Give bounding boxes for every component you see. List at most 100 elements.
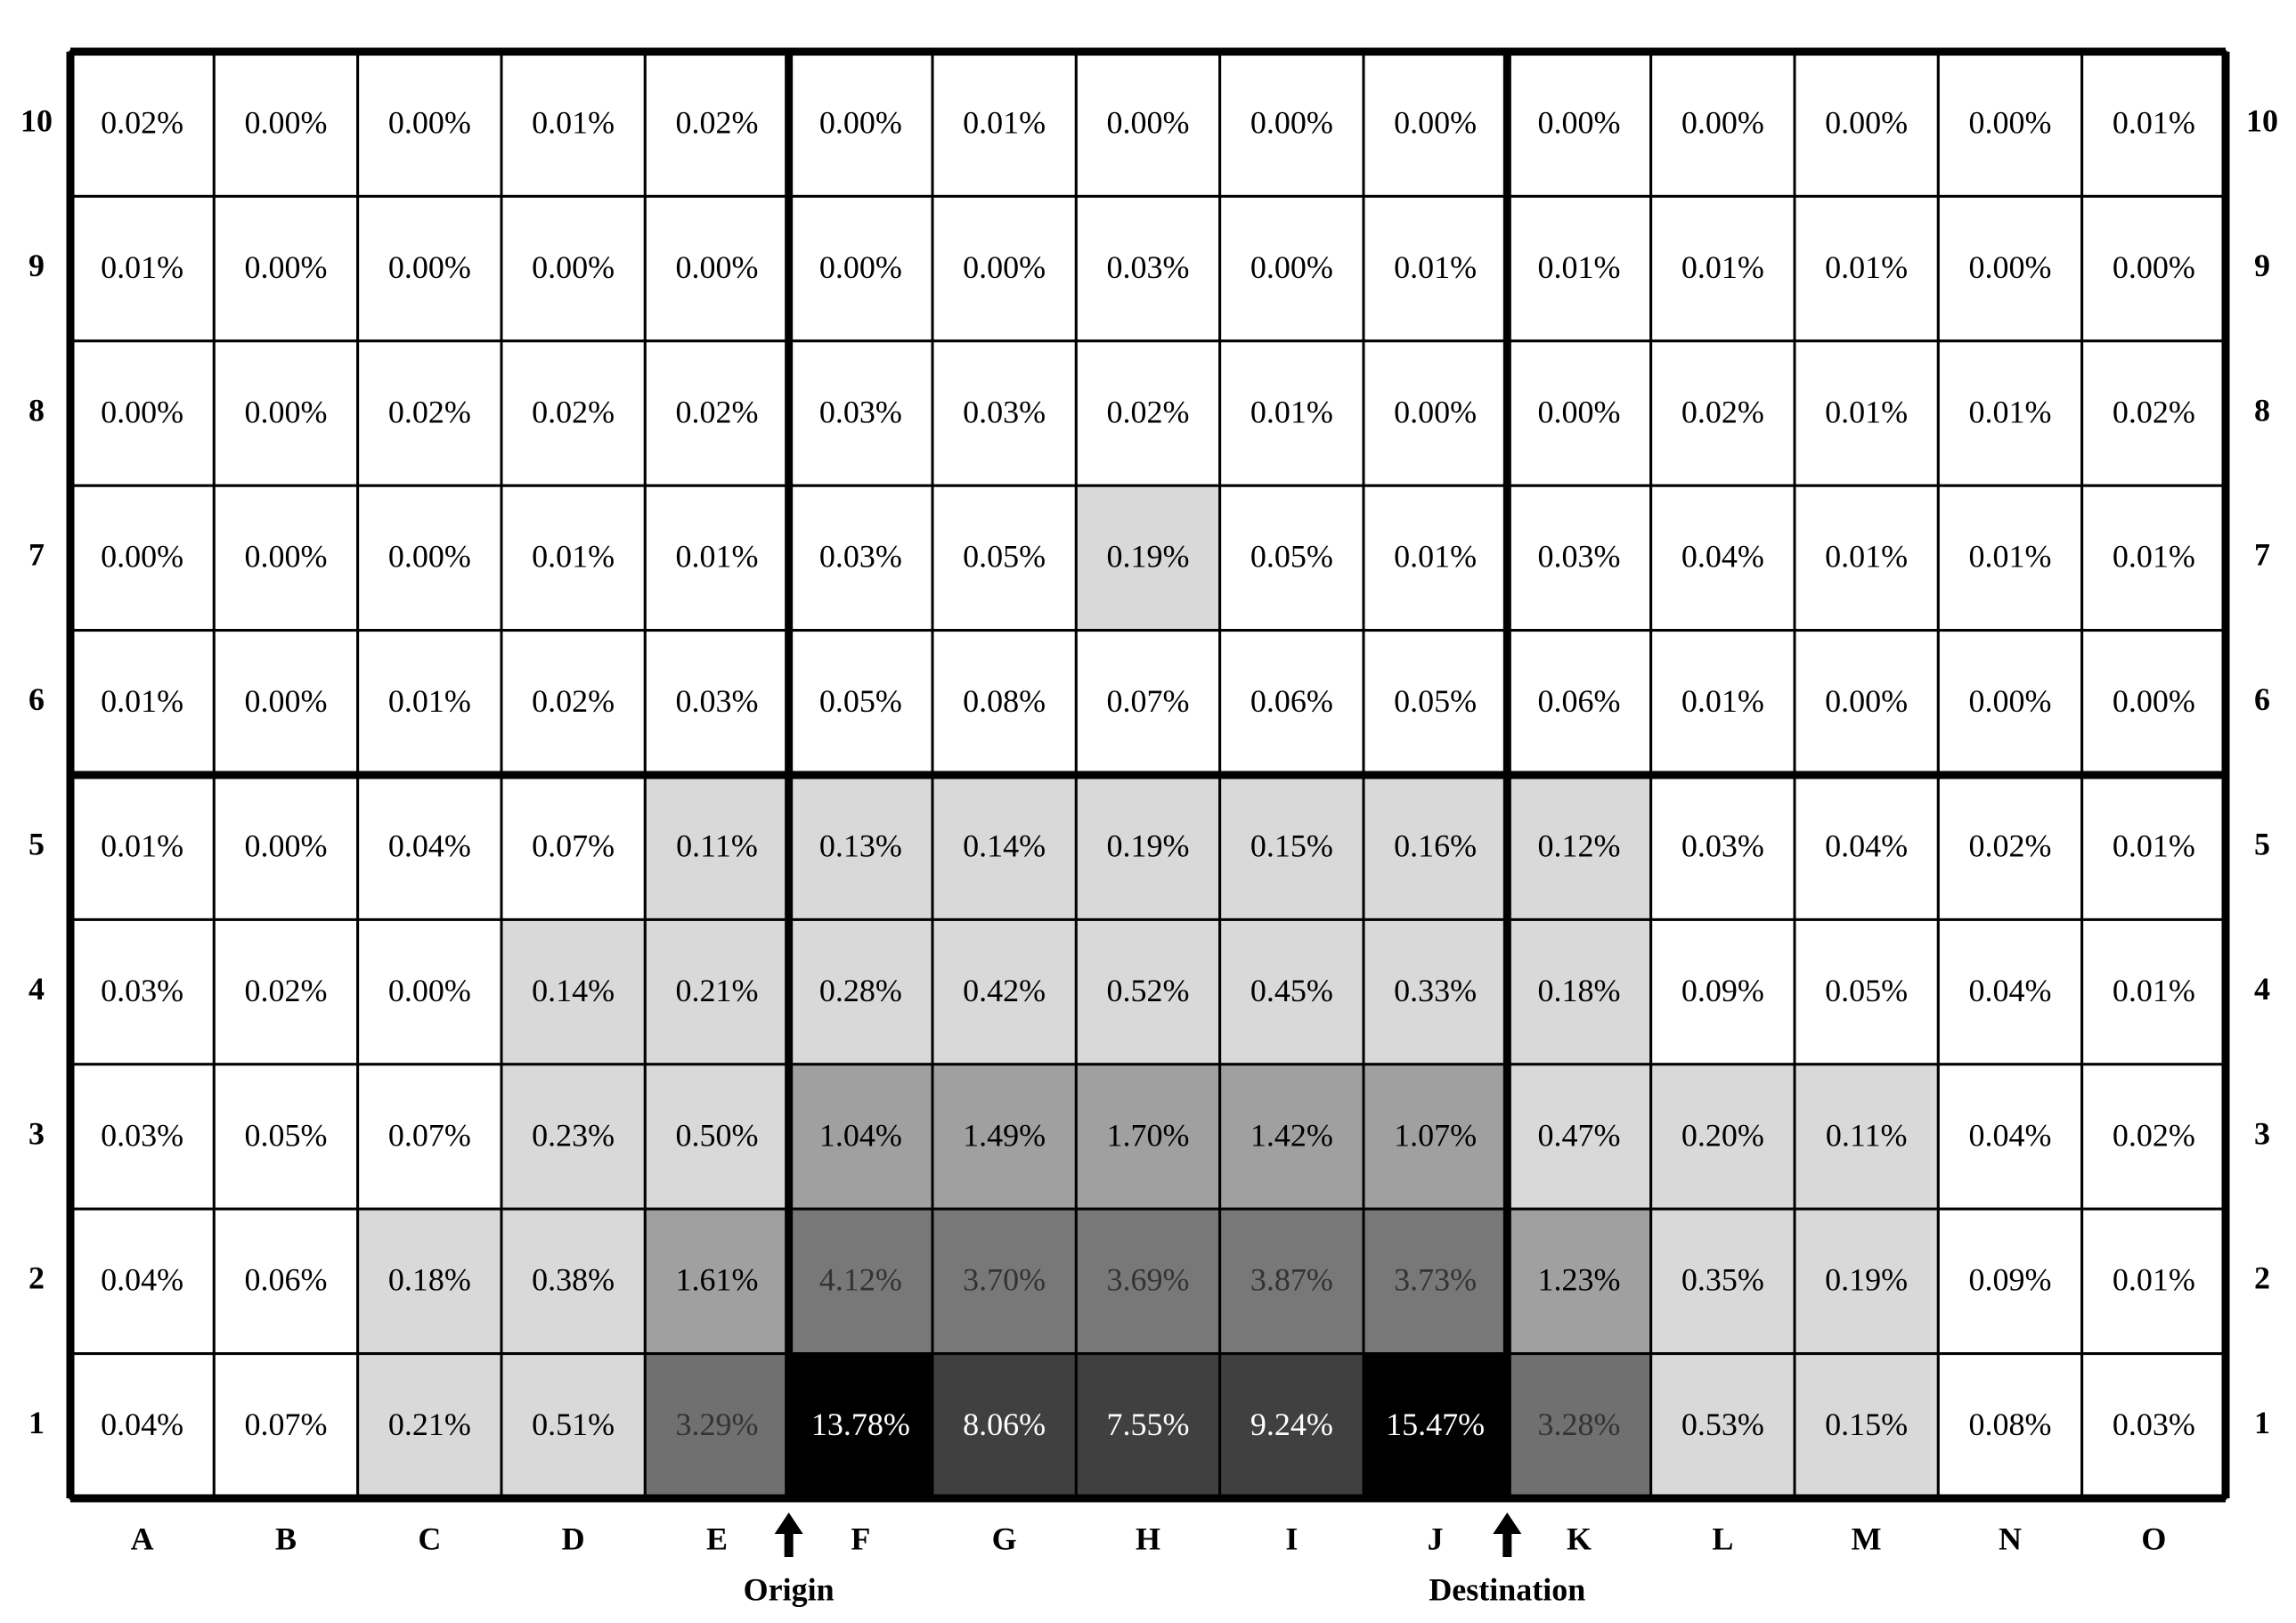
cell-label: 0.00% (1969, 683, 2052, 719)
cell (1074, 773, 1222, 921)
column-label: I (1285, 1521, 1298, 1556)
column-label: L (1712, 1521, 1733, 1556)
cell (1505, 1063, 1653, 1211)
cell-label: 0.13% (819, 828, 902, 863)
cell-label: 0.01% (1394, 249, 1477, 285)
cell-label: 0.01% (963, 104, 1046, 140)
cell (1218, 629, 1365, 777)
cell-label: 0.04% (1681, 539, 1764, 575)
cell-label: 0.07% (532, 828, 615, 863)
cell (1074, 484, 1222, 632)
cell (69, 773, 216, 921)
cell-label: 0.03% (101, 1117, 183, 1153)
cell (1362, 1063, 1509, 1211)
cell-label: 0.01% (101, 828, 183, 863)
cell (356, 194, 503, 343)
cell (1793, 629, 1940, 777)
cell-label: 0.00% (1250, 104, 1333, 140)
cell (643, 918, 791, 1066)
cell-label: 0.08% (963, 683, 1046, 719)
cell-label: 4.12% (819, 1262, 902, 1298)
cell (212, 194, 360, 343)
cell-label: 0.00% (1394, 394, 1477, 429)
cell (1936, 773, 2084, 921)
cell (787, 1207, 934, 1356)
cell-label: 0.00% (1538, 394, 1621, 429)
cell-label: 0.20% (1681, 1117, 1764, 1153)
cell-label: 1.07% (1394, 1117, 1477, 1153)
cell-label: 0.00% (245, 828, 328, 863)
column-label: E (706, 1521, 728, 1556)
cell-label: 0.33% (1394, 973, 1477, 1008)
cell-label: 0.04% (1969, 973, 2052, 1008)
cell-label: 0.01% (532, 539, 615, 575)
cell-label: 0.21% (676, 973, 759, 1008)
cell-label: 0.00% (819, 104, 902, 140)
cell (1218, 773, 1365, 921)
cell-label: 0.00% (101, 539, 183, 575)
column-label: K (1567, 1521, 1592, 1556)
cell (1649, 1352, 1796, 1500)
cell (931, 1352, 1078, 1500)
cell-label: 0.09% (1681, 973, 1764, 1008)
cell (1362, 484, 1509, 632)
column-label: F (851, 1521, 870, 1556)
row-label-right: 2 (2254, 1260, 2270, 1296)
cell (356, 1207, 503, 1356)
cell-label: 7.55% (1107, 1407, 1190, 1442)
cell-label: 13.78% (811, 1407, 910, 1442)
cell (931, 918, 1078, 1066)
cell (1649, 918, 1796, 1066)
cell-label: 0.03% (963, 394, 1046, 429)
row-label-left: 3 (28, 1115, 45, 1151)
cell-label: 0.04% (101, 1407, 183, 1442)
cell (1793, 339, 1940, 487)
row-label-left: 4 (28, 971, 45, 1007)
cell-label: 0.01% (2113, 104, 2195, 140)
cell-label: 0.35% (1681, 1262, 1764, 1298)
column-label: H (1136, 1521, 1160, 1556)
cell-label: 0.01% (101, 683, 183, 719)
cell (500, 194, 647, 343)
cell (356, 1063, 503, 1211)
cell-label: 0.38% (532, 1262, 615, 1298)
cell-label: 0.00% (1825, 683, 1908, 719)
cell (1362, 339, 1509, 487)
cell-label: 0.01% (1394, 539, 1477, 575)
cell (500, 629, 647, 777)
cell (69, 50, 216, 198)
annotation: Origin (744, 1571, 835, 1607)
column-label: M (1852, 1521, 1882, 1556)
cell (1362, 629, 1509, 777)
cell-label: 0.01% (2113, 1262, 2195, 1298)
cell (69, 918, 216, 1066)
row-label-left: 10 (20, 102, 53, 138)
cell (1218, 1207, 1365, 1356)
cell-label: 0.11% (1826, 1117, 1908, 1153)
cell-label: 0.00% (963, 249, 1046, 285)
cell-label: 0.52% (1107, 973, 1190, 1008)
cell-label: 0.02% (532, 683, 615, 719)
cell-label: 0.03% (1107, 249, 1190, 285)
cell (1074, 629, 1222, 777)
cell-label: 0.06% (1250, 683, 1333, 719)
cell-label: 0.00% (532, 249, 615, 285)
cell-label: 0.05% (245, 1117, 328, 1153)
cell-label: 0.03% (101, 973, 183, 1008)
arrow (1493, 1513, 1522, 1557)
cell-label: 3.29% (676, 1407, 759, 1442)
cell (1793, 1352, 1940, 1500)
cell (1362, 194, 1509, 343)
cell-label: 0.00% (388, 539, 471, 575)
cell-label: 0.00% (1825, 104, 1908, 140)
column-label: C (418, 1521, 441, 1556)
cell (212, 773, 360, 921)
cell-label: 0.01% (1969, 539, 2052, 575)
cell-label: 0.01% (1825, 249, 1908, 285)
cell-label: 1.04% (819, 1117, 902, 1153)
cell-label: 0.02% (1969, 828, 2052, 863)
cell-label: 0.01% (2113, 973, 2195, 1008)
cell-label: 0.45% (1250, 973, 1333, 1008)
row-label-right: 1 (2254, 1405, 2270, 1440)
cell (931, 1207, 1078, 1356)
